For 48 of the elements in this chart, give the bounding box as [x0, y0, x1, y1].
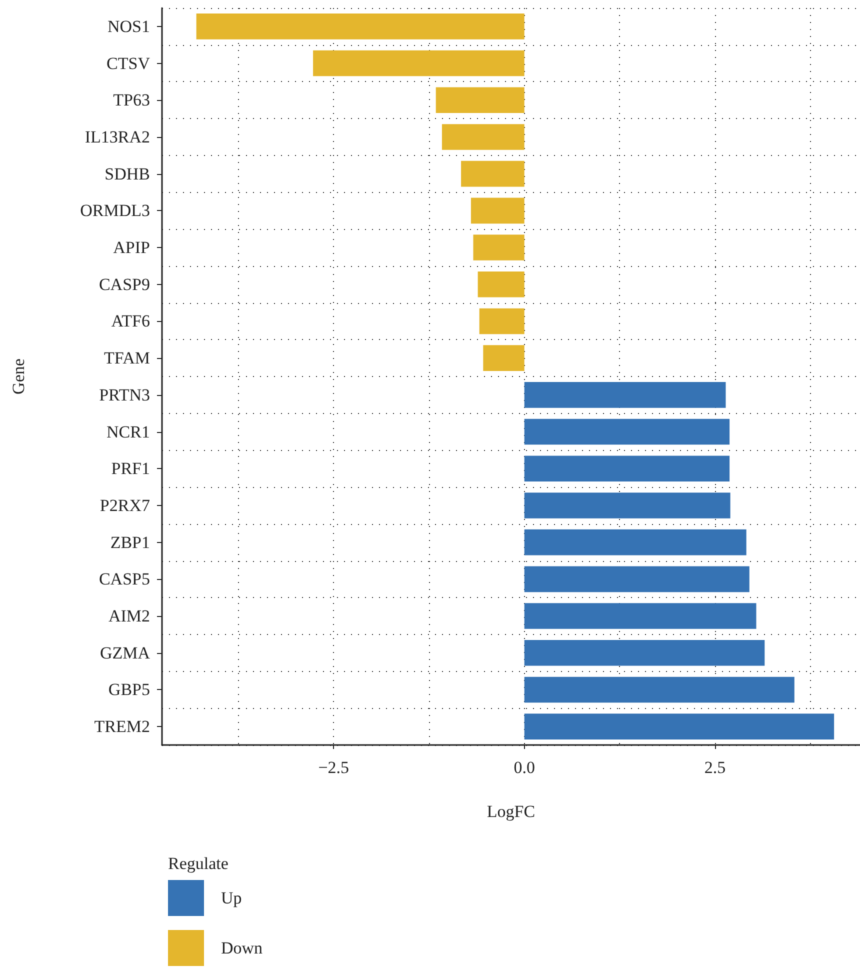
y-tick-label: ORMDL3 — [80, 201, 150, 220]
legend-title: Regulate — [168, 854, 228, 873]
y-tick-label: ATF6 — [111, 312, 150, 331]
y-tick-label: PRTN3 — [99, 385, 150, 404]
y-tick-label: APIP — [113, 238, 150, 258]
y-tick-label: TREM2 — [94, 717, 150, 736]
bar — [524, 492, 730, 518]
y-tick-label: SDHB — [104, 164, 150, 184]
y-tick-label: CASP5 — [98, 570, 150, 589]
bar — [483, 345, 524, 371]
bar — [196, 14, 524, 40]
y-tick-label: PRF1 — [111, 459, 150, 478]
bar — [524, 529, 746, 556]
y-tick-label: GZMA — [100, 643, 151, 662]
y-axis-title: Gene — [9, 358, 28, 394]
legend-label: Down — [221, 938, 264, 958]
x-axis-title: LogFC — [486, 802, 536, 821]
bar — [524, 603, 756, 629]
bar — [524, 382, 726, 408]
x-tick-label: 2.5 — [704, 758, 726, 777]
bar — [442, 124, 524, 150]
y-tick-label: IL13RA2 — [84, 127, 150, 146]
x-tick-label: 0.0 — [514, 758, 535, 777]
bar — [479, 308, 524, 334]
y-tick-label: GBP5 — [108, 680, 150, 700]
bar — [524, 456, 730, 482]
y-tick-label: P2RX7 — [100, 496, 150, 515]
y-tick-label: CTSV — [106, 54, 151, 73]
bar — [478, 271, 524, 298]
bar — [524, 714, 834, 740]
bar — [524, 676, 794, 703]
y-tick-label: NOS1 — [107, 16, 150, 36]
y-tick-label: TFAM — [104, 348, 150, 368]
bar — [524, 640, 765, 666]
bar — [524, 566, 750, 592]
bar — [461, 160, 524, 187]
bar — [473, 234, 524, 260]
legend-label: Up — [221, 888, 242, 908]
y-tick-label: AIM2 — [108, 606, 150, 626]
x-tick-label: −2.5 — [318, 758, 350, 777]
y-tick-label: ZBP1 — [110, 532, 150, 552]
bar — [470, 198, 524, 224]
bar — [313, 50, 524, 76]
bar — [524, 418, 730, 445]
y-tick-label: CASP9 — [98, 274, 150, 294]
y-tick-label: NCR1 — [106, 422, 150, 442]
bar — [436, 87, 524, 114]
y-tick-label: TP63 — [113, 90, 150, 110]
